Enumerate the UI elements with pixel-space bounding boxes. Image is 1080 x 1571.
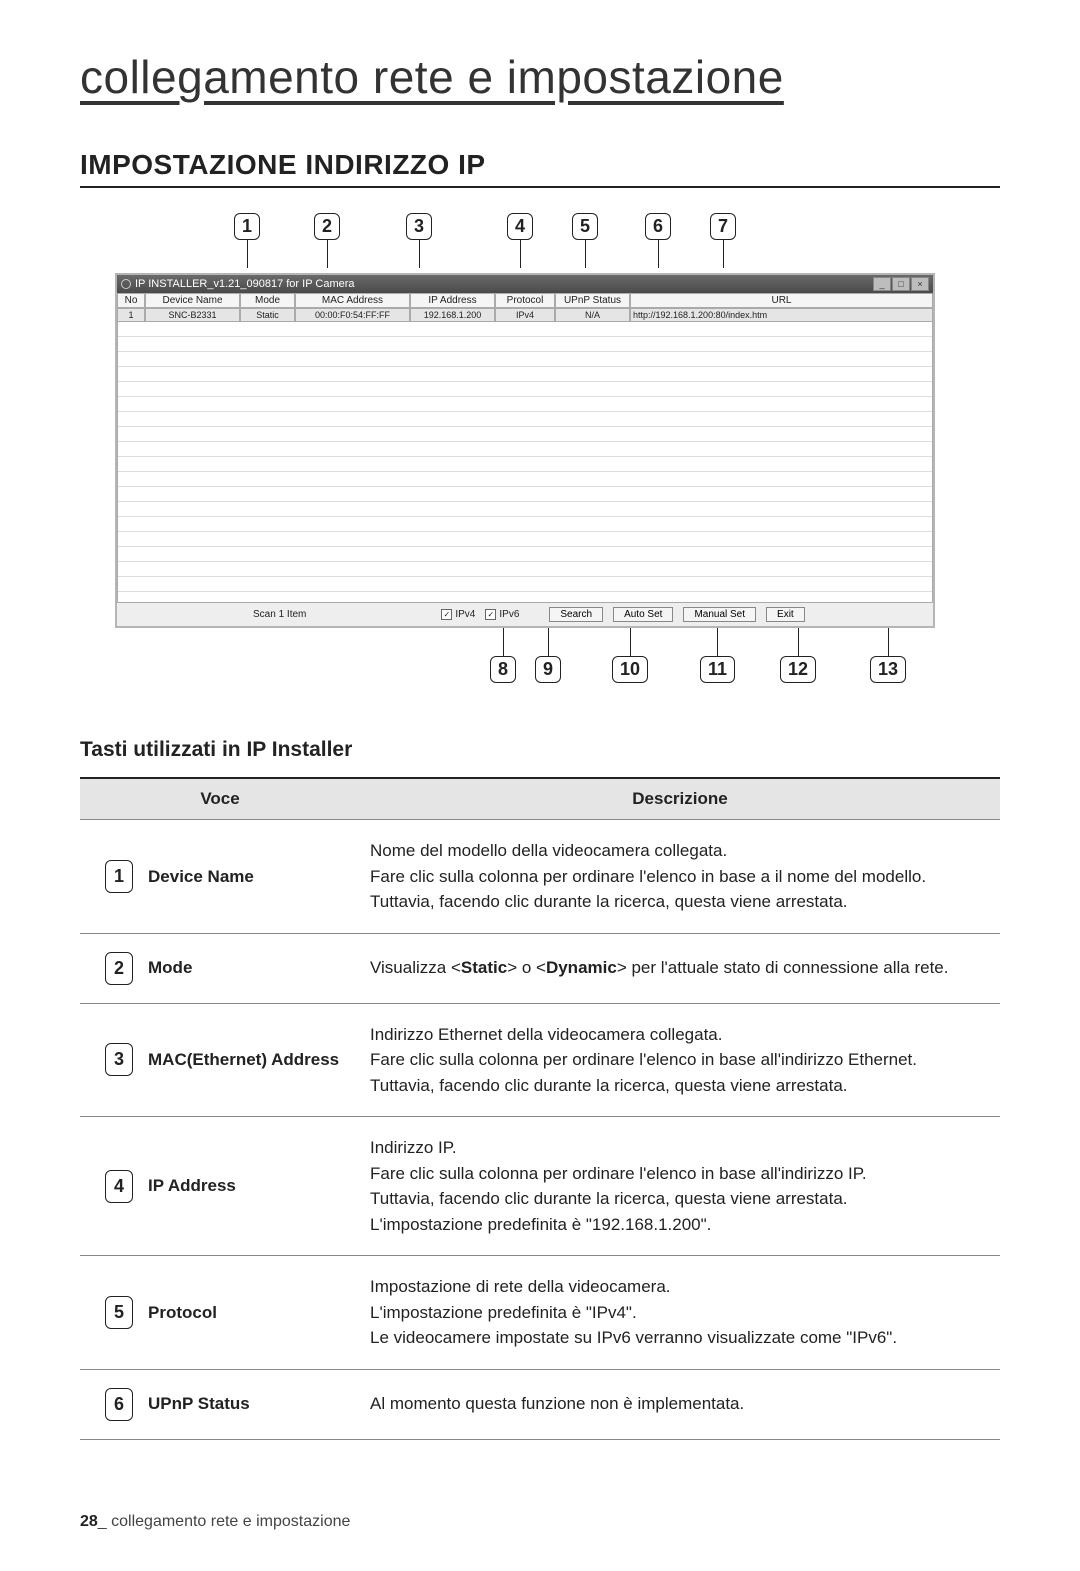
voce-cell: 2 Mode: [80, 933, 360, 1003]
th-desc: Descrizione: [360, 778, 1000, 820]
voce-num: 1: [105, 860, 133, 893]
cell-url: http://192.168.1.200:80/index.htm: [630, 308, 933, 322]
ipv6-checkbox[interactable]: ✓IPv6: [485, 609, 519, 620]
callouts-bottom: 89 10 11 12 13: [80, 628, 1000, 698]
voce-cell: 4 IP Address: [80, 1117, 360, 1256]
voce-num: 4: [105, 1170, 133, 1203]
autoset-button[interactable]: Auto Set: [613, 607, 673, 622]
table-row[interactable]: 1 SNC-B2331 Static 00:00:F0:54:FF:FF 192…: [117, 308, 933, 322]
desc-cell: Nome del modello della videocamera colle…: [360, 820, 1000, 934]
desc-row: 2 Mode Visualizza <Static> o <Dynamic> per…: [80, 933, 1000, 1003]
desc-row: 1 Device Name Nome del modello della video…: [80, 820, 1000, 934]
subheading: Tasti utilizzati in IP Installer: [80, 738, 1000, 762]
callout-2: 2: [314, 213, 340, 268]
voce-cell: 6 UPnP Status: [80, 1369, 360, 1439]
callout-11: 11: [700, 628, 735, 683]
ipv4-checkbox[interactable]: ✓IPv4: [441, 609, 475, 620]
callout-1: 1: [234, 213, 260, 268]
callout-8: 8: [490, 628, 516, 683]
desc-cell: Impostazione di rete della videocamera.L…: [360, 1256, 1000, 1370]
scan-status: Scan 1 Item: [253, 609, 306, 620]
cell-device: SNC-B2331: [145, 308, 240, 322]
voce-label: Mode: [148, 955, 192, 981]
desc-cell: Visualizza <Static> o <Dynamic> per l'at…: [360, 933, 1000, 1003]
cell-no: 1: [117, 308, 145, 322]
voce-num: 3: [105, 1043, 133, 1076]
col-mac[interactable]: MAC Address: [295, 293, 410, 308]
col-upnp[interactable]: UPnP Status: [555, 293, 630, 308]
desc-cell: Al momento questa funzione non è impleme…: [360, 1369, 1000, 1439]
col-ip[interactable]: IP Address: [410, 293, 495, 308]
cell-mode: Static: [240, 308, 295, 322]
titlebar: IP INSTALLER_v1.21_090817 for IP Camera …: [117, 275, 933, 293]
callout-3: 3: [406, 213, 432, 268]
col-mode[interactable]: Mode: [240, 293, 295, 308]
desc-cell: Indirizzo IP.Fare clic sulla colonna per…: [360, 1117, 1000, 1256]
voce-num: 2: [105, 952, 133, 985]
voce-num: 6: [105, 1388, 133, 1421]
cell-mac: 00:00:F0:54:FF:FF: [295, 308, 410, 322]
cell-ip: 192.168.1.200: [410, 308, 495, 322]
callout-12: 12: [780, 628, 816, 683]
cell-upnp: N/A: [555, 308, 630, 322]
callout-9: 9: [535, 628, 561, 683]
callout-10: 10: [612, 628, 648, 683]
voce-label: Protocol: [148, 1300, 217, 1326]
app-window: IP INSTALLER_v1.21_090817 for IP Camera …: [115, 273, 935, 628]
maximize-button[interactable]: □: [892, 277, 910, 291]
voce-cell: 3 MAC(Ethernet) Address: [80, 1003, 360, 1117]
col-url[interactable]: URL: [630, 293, 933, 308]
footer-text: collegamento rete e impostazione: [111, 1513, 350, 1530]
close-button[interactable]: ×: [911, 277, 929, 291]
col-device[interactable]: Device Name: [145, 293, 240, 308]
grid-header: No Device Name Mode MAC Address IP Addre…: [117, 293, 933, 308]
callout-7: 7: [710, 213, 736, 268]
callout-6: 6: [645, 213, 671, 268]
app-icon: [121, 279, 131, 289]
desc-row: 5 Protocol Impostazione di rete della vide…: [80, 1256, 1000, 1370]
col-protocol[interactable]: Protocol: [495, 293, 555, 308]
desc-cell: Indirizzo Ethernet della videocamera col…: [360, 1003, 1000, 1117]
voce-label: UPnP Status: [148, 1391, 250, 1417]
minimize-button[interactable]: _: [873, 277, 891, 291]
app-footer: Scan 1 Item ✓IPv4 ✓IPv6 Search Auto Set …: [117, 602, 933, 626]
desc-row: 3 MAC(Ethernet) Address Indirizzo Ethernet…: [80, 1003, 1000, 1117]
empty-grid: [117, 322, 933, 602]
callout-13: 13: [870, 628, 906, 683]
voce-num: 5: [105, 1296, 133, 1329]
voce-label: IP Address: [148, 1173, 236, 1199]
window-title: IP INSTALLER_v1.21_090817 for IP Camera: [135, 278, 355, 290]
page-footer: 28_ collegamento rete e impostazione: [80, 1513, 350, 1531]
page-title: collegamento rete e impostazione: [80, 50, 1000, 104]
search-button[interactable]: Search: [549, 607, 603, 622]
callout-5: 5: [572, 213, 598, 268]
desc-row: 6 UPnP Status Al momento questa funzione n…: [80, 1369, 1000, 1439]
col-no[interactable]: No: [117, 293, 145, 308]
section-title: IMPOSTAZIONE INDIRIZZO IP: [80, 149, 1000, 188]
description-table: Voce Descrizione 1 Device Name Nome del mo…: [80, 777, 1000, 1440]
callout-4: 4: [507, 213, 533, 268]
cell-proto: IPv4: [495, 308, 555, 322]
exit-button[interactable]: Exit: [766, 607, 805, 622]
voce-label: MAC(Ethernet) Address: [148, 1047, 339, 1073]
manualset-button[interactable]: Manual Set: [683, 607, 756, 622]
desc-row: 4 IP Address Indirizzo IP.Fare clic sulla …: [80, 1117, 1000, 1256]
voce-cell: 5 Protocol: [80, 1256, 360, 1370]
callouts-top: 12 3 4567: [80, 213, 1000, 273]
page-number: 28: [80, 1513, 98, 1530]
th-voce: Voce: [80, 778, 360, 820]
window-controls: _ □ ×: [873, 277, 929, 291]
voce-cell: 1 Device Name: [80, 820, 360, 934]
voce-label: Device Name: [148, 864, 254, 890]
